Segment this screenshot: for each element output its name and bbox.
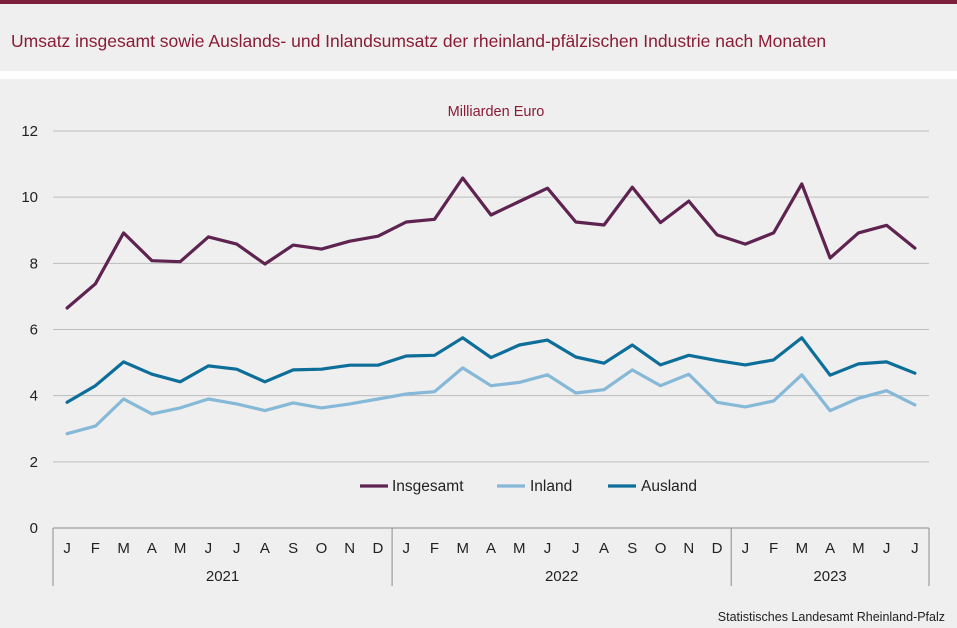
x-tick-label: N (344, 540, 355, 557)
x-tick-label: M (796, 540, 809, 557)
series-lines (65, 176, 917, 436)
x-tick-label: A (486, 540, 496, 557)
x-tick-label: A (825, 540, 835, 557)
y-axis-ticks: 0 2 4 6 8 10 12 (21, 123, 38, 537)
x-tick-label: M (513, 540, 526, 557)
source-note: Statistisches Landesamt Rheinland-Pfalz (717, 610, 945, 624)
x-tick-label: J (63, 540, 71, 557)
chart-title: Umsatz insgesamt sowie Auslands- und Inl… (11, 31, 827, 51)
x-tick-label: M (456, 540, 469, 557)
x-tick-label: F (769, 540, 778, 557)
chart-panel (0, 79, 957, 628)
x-tick-label: O (655, 540, 667, 557)
x-tick-label: S (288, 540, 298, 557)
top-accent-rule (0, 0, 957, 4)
x-tick-label: J (883, 540, 891, 557)
x-tick-label: J (544, 540, 552, 557)
x-tick-label: J (572, 540, 580, 557)
year-label: 2023 (813, 568, 846, 585)
series-line-ausland (65, 336, 917, 404)
divider (0, 71, 957, 79)
x-tick-label: J (205, 540, 213, 557)
x-tick-label: J (911, 540, 919, 557)
x-tick-label: S (627, 540, 637, 557)
unit-label: Milliarden Euro (448, 104, 545, 120)
x-tick-label: O (316, 540, 328, 557)
x-tick-label: F (91, 540, 100, 557)
y-tick-label: 0 (30, 520, 38, 537)
x-tick-label: J (402, 540, 410, 557)
year-label: 2021 (206, 568, 239, 585)
gridlines (53, 130, 929, 463)
x-tick-label: A (599, 540, 609, 557)
x-tick-label: M (117, 540, 130, 557)
legend-label: Inland (530, 478, 572, 495)
legend-label: Ausland (641, 478, 697, 495)
x-tick-label: A (260, 540, 270, 557)
x-tick-label: A (147, 540, 157, 557)
series-line-insgesamt (65, 176, 917, 310)
legend: Insgesamt Inland Ausland (360, 478, 697, 495)
y-tick-label: 10 (21, 189, 38, 206)
header-bar: Umsatz insgesamt sowie Auslands- und Inl… (0, 4, 957, 71)
x-tick-label: M (174, 540, 187, 557)
x-tick-label: M (852, 540, 865, 557)
x-tick-label: D (373, 540, 384, 557)
y-tick-label: 8 (30, 255, 38, 272)
year-label: 2022 (545, 568, 578, 585)
x-tick-label: D (712, 540, 723, 557)
x-tick-label: N (683, 540, 694, 557)
y-tick-label: 6 (30, 322, 38, 339)
x-tick-label: J (742, 540, 750, 557)
y-tick-label: 2 (30, 454, 38, 471)
y-tick-label: 4 (30, 388, 38, 405)
x-tick-label: F (430, 540, 439, 557)
series-line-inland (65, 366, 917, 436)
legend-label: Insgesamt (392, 478, 464, 495)
y-tick-label: 12 (21, 123, 38, 140)
x-tick-label: J (233, 540, 241, 557)
